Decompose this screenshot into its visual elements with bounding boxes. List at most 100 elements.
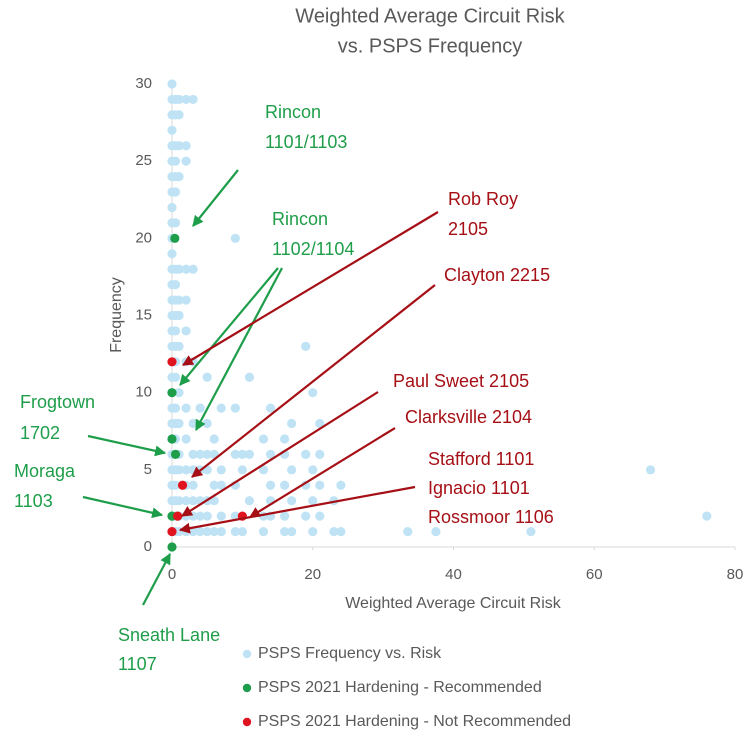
point <box>181 156 191 166</box>
point <box>195 526 205 537</box>
point <box>177 480 188 490</box>
point <box>287 496 297 506</box>
point <box>181 326 191 336</box>
point <box>230 526 240 537</box>
point <box>287 465 297 475</box>
annotation-text: Rincon <box>272 209 328 229</box>
point <box>188 418 198 429</box>
point <box>244 496 255 506</box>
legend-marker <box>242 649 252 659</box>
chart-title: vs. PSPS Frequency <box>338 35 523 57</box>
legend-label: PSPS 2021 Hardening - Not Recommended <box>258 713 571 730</box>
point <box>170 187 181 197</box>
point <box>216 480 226 490</box>
point <box>237 526 247 537</box>
point <box>301 449 311 459</box>
point <box>301 511 311 521</box>
point <box>167 249 177 259</box>
point <box>336 526 346 537</box>
point <box>230 403 240 413</box>
point <box>188 449 198 459</box>
point <box>209 434 219 444</box>
point <box>230 449 240 459</box>
point <box>216 526 226 537</box>
point <box>244 372 255 382</box>
point <box>308 526 318 537</box>
point <box>258 465 269 475</box>
y-tick-label: 10 <box>135 384 152 401</box>
point <box>170 156 181 166</box>
point <box>170 403 181 413</box>
y-tick-label: 20 <box>135 229 152 246</box>
point <box>167 542 177 552</box>
annotation-arrow <box>192 169 239 227</box>
point <box>167 388 177 398</box>
point <box>181 264 191 274</box>
point <box>181 496 191 506</box>
annotation-text: 1107 <box>118 654 157 674</box>
y-tick-label: 30 <box>135 75 152 92</box>
point <box>216 403 226 413</box>
x-axis-title: Weighted Average Circuit Risk <box>345 595 562 612</box>
point <box>202 526 212 537</box>
point <box>167 79 177 89</box>
point <box>280 526 290 537</box>
annotation-text: 1103 <box>14 491 53 511</box>
x-tick-label: 40 <box>445 566 462 583</box>
annotation-text: Stafford 1101 <box>428 449 534 469</box>
point <box>315 418 325 429</box>
point <box>315 480 325 490</box>
point <box>329 526 339 537</box>
legend-marker <box>242 683 252 693</box>
point <box>174 388 184 398</box>
legend-label: PSPS 2021 Hardening - Recommended <box>258 679 542 696</box>
point <box>645 465 656 475</box>
chart-title: Weighted Average Circuit Risk <box>295 5 565 27</box>
x-tick-label: 60 <box>586 566 603 583</box>
annotation-arrow <box>178 485 416 534</box>
point <box>195 511 205 521</box>
annotation-text: Moraga <box>14 461 76 481</box>
point <box>181 403 191 413</box>
annotation-text: Frogtown <box>20 392 95 412</box>
annotation-arrow <box>87 434 167 457</box>
point <box>167 202 177 213</box>
point <box>209 526 219 537</box>
point <box>167 434 177 444</box>
point <box>174 496 184 506</box>
annotation-text: Rossmoor 1106 <box>428 507 554 527</box>
point <box>170 372 181 382</box>
point <box>265 449 276 459</box>
annotation-text: 2105 <box>448 219 488 239</box>
point <box>308 496 318 506</box>
point <box>315 511 325 521</box>
annotation-text: Clayton 2215 <box>444 265 550 285</box>
point <box>230 233 240 243</box>
y-axis-title: Frequency <box>108 277 125 353</box>
annotation-text: Paul Sweet 2105 <box>393 371 529 391</box>
point <box>174 172 184 182</box>
x-tick-label: 20 <box>304 566 321 583</box>
point <box>280 480 290 490</box>
point <box>173 511 183 521</box>
x-tick-label: 0 <box>168 566 176 583</box>
point <box>315 449 325 459</box>
point <box>216 465 226 475</box>
point <box>265 480 276 490</box>
point <box>336 480 346 490</box>
point <box>237 465 247 475</box>
point <box>170 218 181 228</box>
point <box>167 125 177 135</box>
point <box>188 264 198 274</box>
point <box>181 434 191 444</box>
annotation-arrow <box>82 495 164 519</box>
annotation-arrow <box>195 267 283 431</box>
point <box>526 526 536 537</box>
point <box>188 526 198 537</box>
point <box>174 110 184 120</box>
point <box>174 341 184 351</box>
point <box>216 511 226 521</box>
point <box>287 418 297 429</box>
annotation-text: Sneath Lane <box>118 625 220 645</box>
